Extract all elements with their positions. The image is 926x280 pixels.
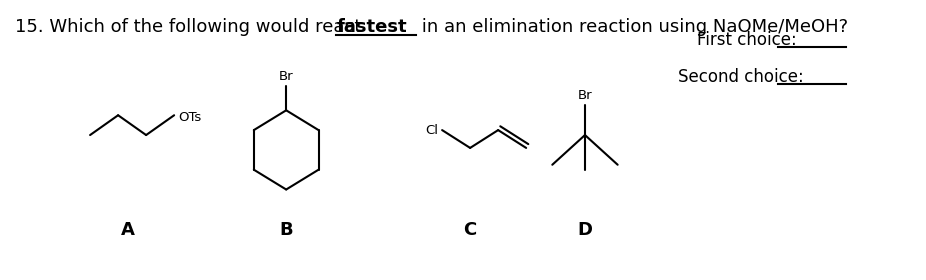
Text: A: A	[120, 221, 134, 239]
Text: C: C	[464, 221, 477, 239]
Text: Br: Br	[578, 89, 593, 102]
Text: in an elimination reaction using NaOMe/MeOH?: in an elimination reaction using NaOMe/M…	[416, 18, 848, 36]
Text: D: D	[578, 221, 593, 239]
Text: 15. Which of the following would react: 15. Which of the following would react	[16, 18, 368, 36]
Text: Second choice:: Second choice:	[679, 68, 804, 86]
Text: Cl: Cl	[425, 123, 438, 137]
Text: fastest: fastest	[336, 18, 407, 36]
Text: OTs: OTs	[178, 111, 201, 124]
Text: First choice:: First choice:	[697, 31, 796, 49]
Text: Br: Br	[279, 69, 294, 83]
Text: B: B	[280, 221, 293, 239]
